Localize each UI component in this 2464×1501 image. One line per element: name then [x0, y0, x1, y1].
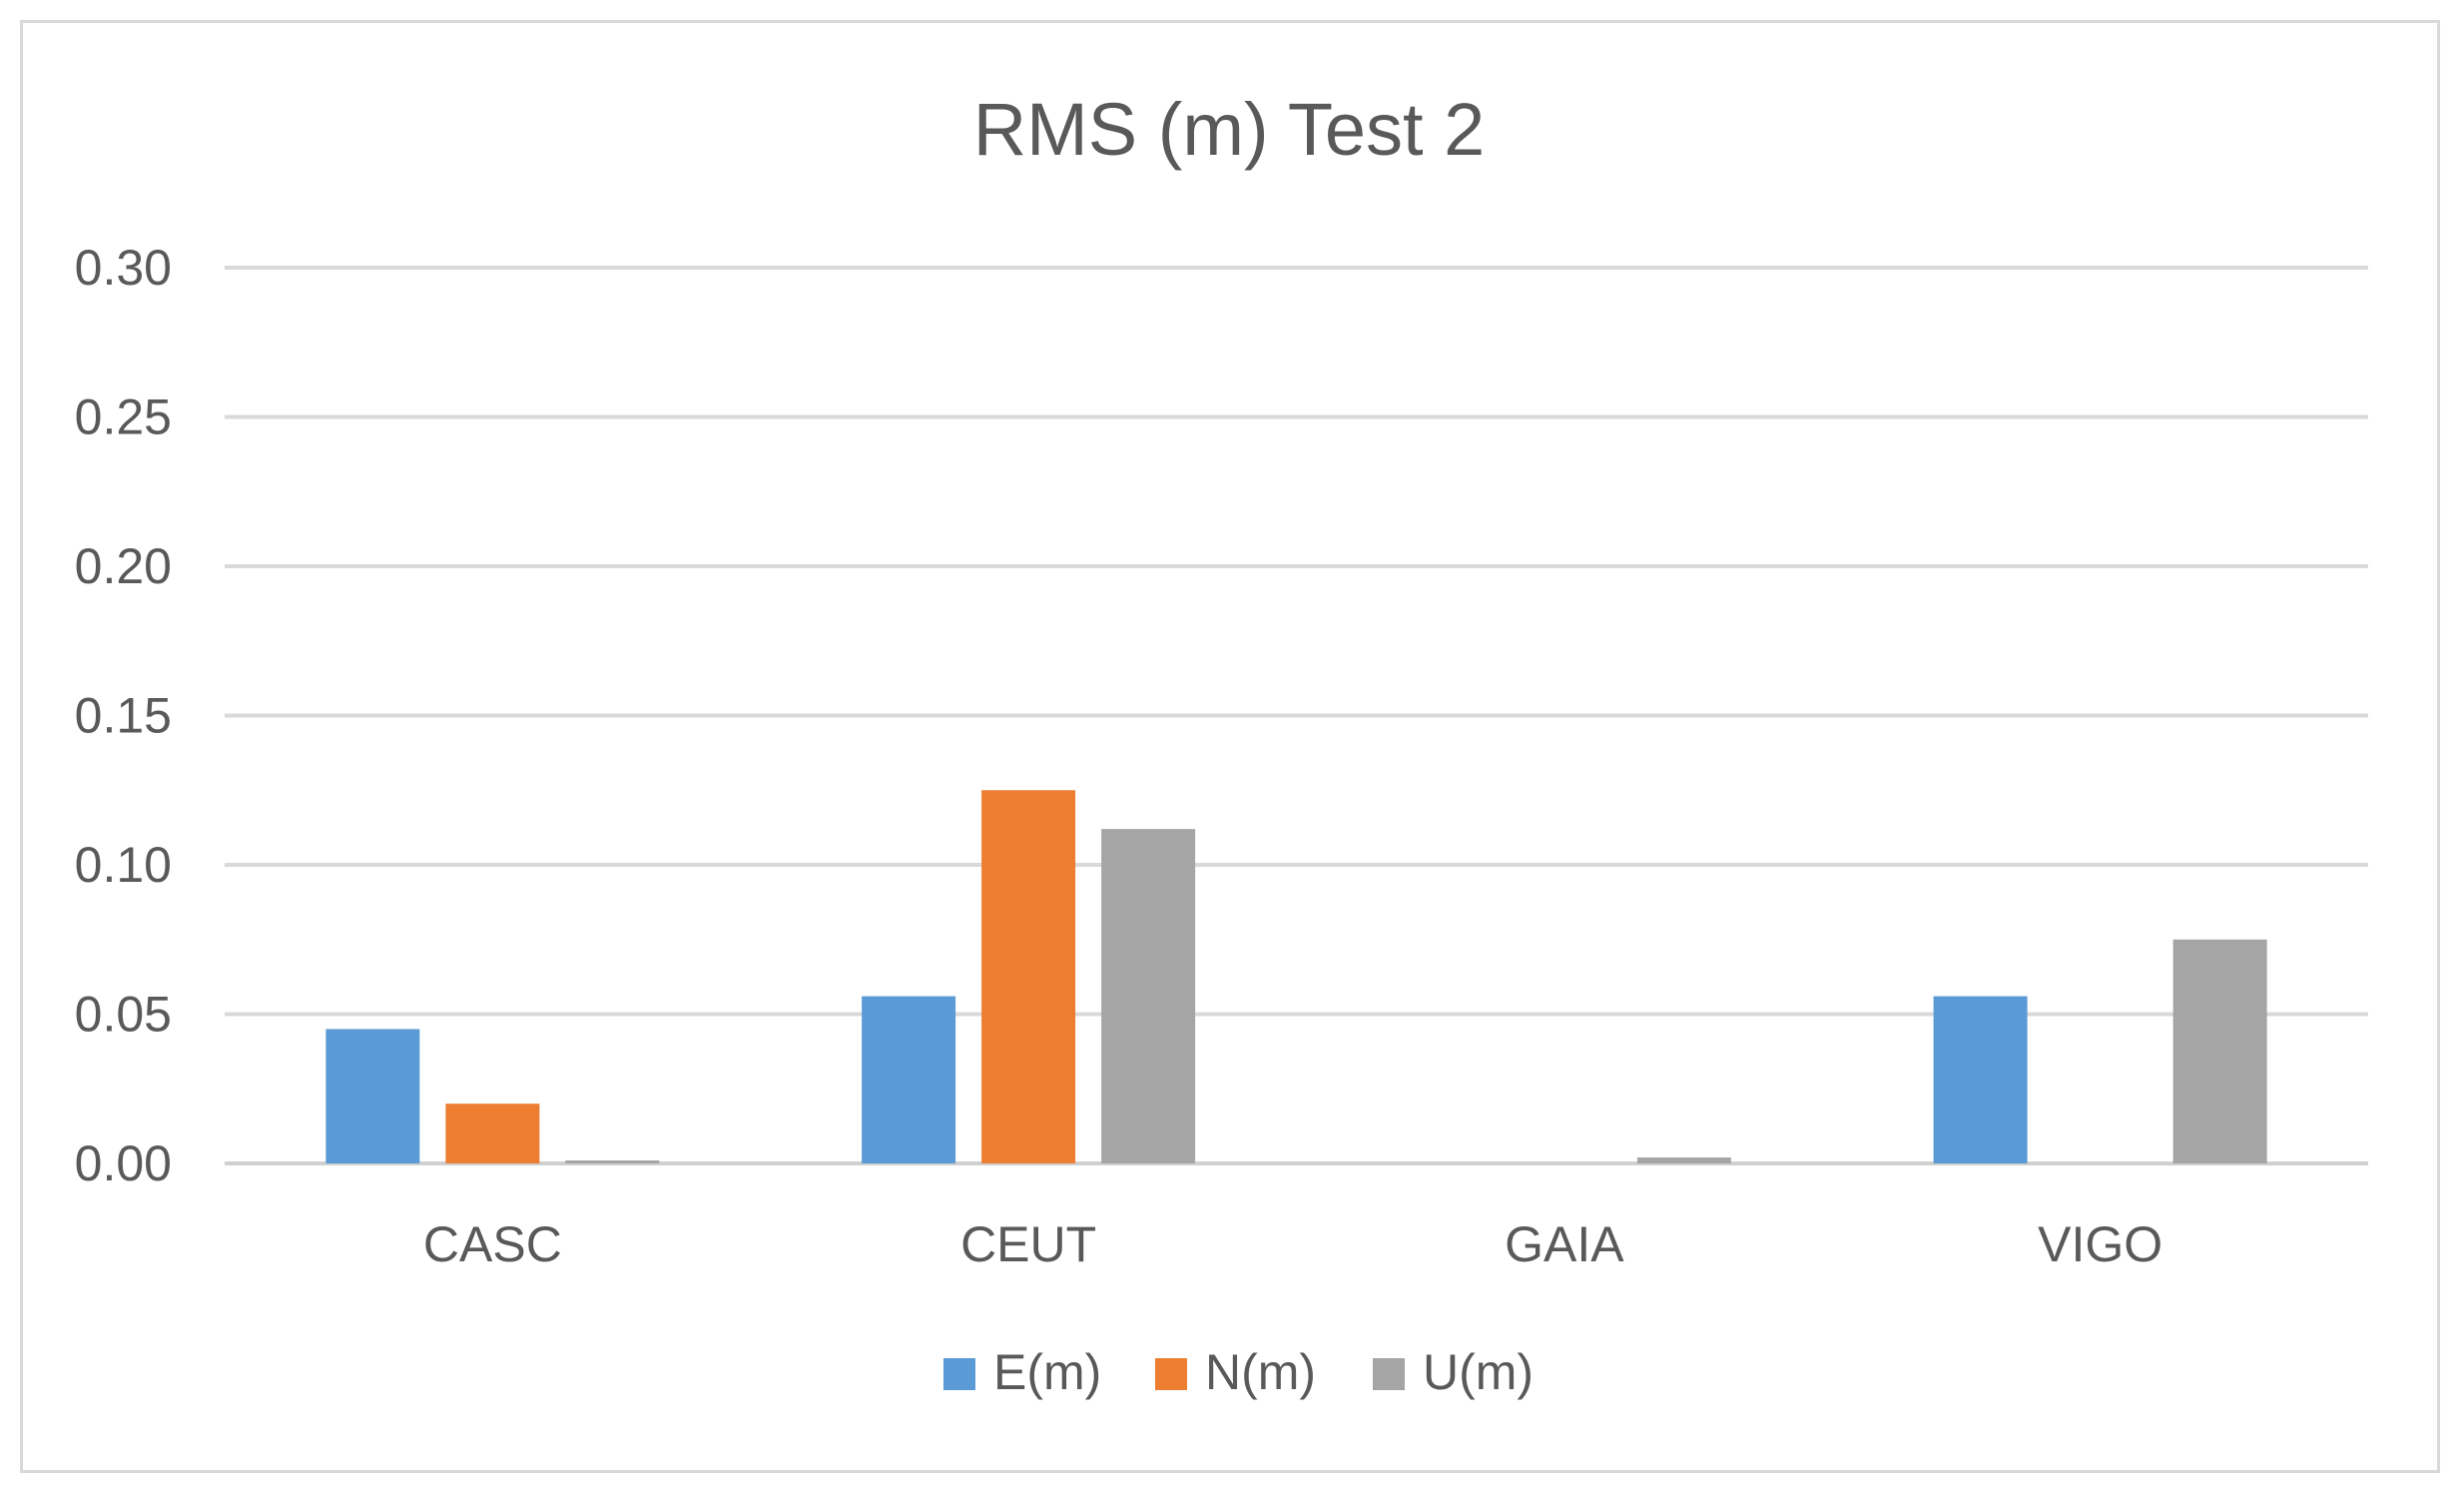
legend: E(m) N(m) U(m)	[943, 1344, 1534, 1400]
y-tick-label: 0.15	[75, 688, 172, 744]
bar-gaia-3	[1636, 1157, 1731, 1163]
legend-label: U(m)	[1423, 1344, 1534, 1400]
bar-casc-2	[445, 1104, 540, 1163]
legend-swatch	[943, 1358, 975, 1390]
legend-label: N(m)	[1205, 1344, 1316, 1400]
chart-title: RMS (m) Test 2	[973, 88, 1486, 171]
bar-vigo-1	[1933, 996, 2028, 1163]
bar-ceut-3	[1101, 829, 1196, 1163]
y-axis-ticks: 0.00 0.05 0.10 0.15 0.20 0.25 0.30	[75, 240, 172, 1191]
chart-frame	[20, 20, 2440, 1473]
legend-swatch	[1155, 1358, 1187, 1390]
y-tick-label: 0.10	[75, 837, 172, 893]
x-axis-ticks: CASC CEUT GAIA VIGO	[423, 1216, 2162, 1272]
bar-ceut-1	[862, 996, 956, 1163]
gridlines	[225, 266, 2368, 1165]
legend-swatch	[1373, 1358, 1405, 1390]
x-tick-label: GAIA	[1505, 1216, 1624, 1272]
legend-label: E(m)	[993, 1344, 1101, 1400]
y-tick-label: 0.25	[75, 389, 172, 445]
y-tick-label: 0.20	[75, 538, 172, 594]
x-tick-label: CEUT	[960, 1216, 1096, 1272]
bar-vigo-3	[2172, 939, 2267, 1163]
bar-ceut-2	[981, 790, 1076, 1163]
bar-casc-3	[565, 1160, 660, 1163]
x-tick-label: VIGO	[2038, 1216, 2162, 1272]
bars	[325, 790, 2267, 1163]
y-tick-label: 0.30	[75, 240, 172, 296]
x-tick-label: CASC	[423, 1216, 562, 1272]
y-tick-label: 0.00	[75, 1135, 172, 1191]
y-tick-label: 0.05	[75, 987, 172, 1043]
bar-casc-1	[325, 1029, 420, 1163]
